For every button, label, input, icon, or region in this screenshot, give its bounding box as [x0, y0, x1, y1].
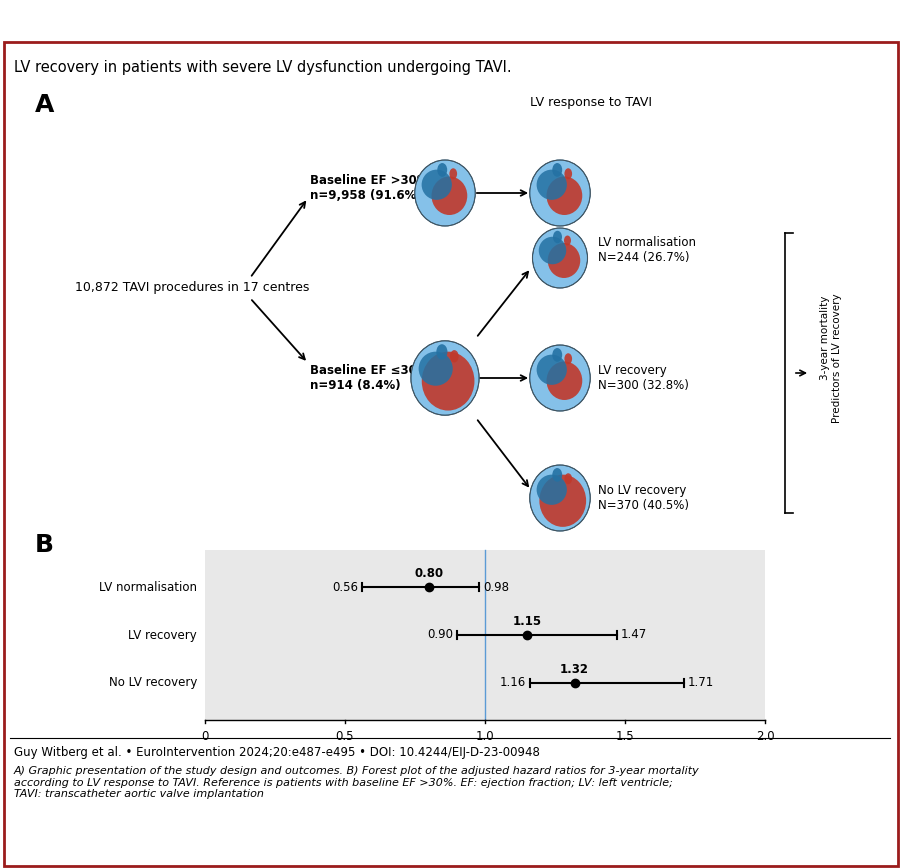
Ellipse shape: [449, 168, 457, 180]
Ellipse shape: [546, 176, 582, 215]
Text: LV recovery in patients with severe LV dysfunction undergoing TAVI.: LV recovery in patients with severe LV d…: [14, 60, 511, 75]
Ellipse shape: [436, 345, 447, 359]
Text: 0.80: 0.80: [414, 568, 443, 581]
Text: Predictors of LV recovery: Predictors of LV recovery: [831, 293, 841, 423]
Ellipse shape: [563, 473, 572, 484]
Ellipse shape: [552, 468, 562, 482]
Ellipse shape: [563, 235, 571, 246]
Text: 1.47: 1.47: [620, 628, 647, 641]
Text: 1.5: 1.5: [615, 730, 634, 743]
Ellipse shape: [437, 163, 447, 177]
Ellipse shape: [421, 169, 452, 200]
Bar: [205, 550, 764, 720]
Ellipse shape: [418, 352, 452, 385]
Text: Guy Witberg et al. • EuroIntervention 2024;20:e487-e495 • DOI: 10.4244/EIJ-D-23-: Guy Witberg et al. • EuroIntervention 20…: [14, 746, 539, 759]
Ellipse shape: [563, 168, 572, 180]
Ellipse shape: [450, 350, 458, 363]
Ellipse shape: [547, 243, 580, 278]
Ellipse shape: [536, 169, 566, 200]
Ellipse shape: [552, 348, 562, 362]
Text: 2.0: 2.0: [755, 730, 774, 743]
Text: LV normalisation
N=244 (26.7%): LV normalisation N=244 (26.7%): [598, 236, 695, 264]
Text: B: B: [35, 533, 54, 557]
Ellipse shape: [538, 237, 565, 264]
Ellipse shape: [529, 465, 590, 531]
Ellipse shape: [529, 345, 590, 411]
Ellipse shape: [414, 160, 475, 226]
Text: A) Graphic presentation of the study design and outcomes. B) Forest plot of the : A) Graphic presentation of the study des…: [14, 766, 699, 799]
Text: 1.32: 1.32: [560, 662, 589, 675]
Text: 3-year mortality: 3-year mortality: [819, 296, 829, 380]
Text: A: A: [35, 93, 54, 117]
Text: 10,872 TAVI procedures in 17 centres: 10,872 TAVI procedures in 17 centres: [75, 281, 309, 294]
Ellipse shape: [553, 231, 562, 243]
Text: LV recovery: LV recovery: [128, 628, 197, 641]
Ellipse shape: [552, 163, 562, 177]
Text: No LV recovery
N=370 (40.5%): No LV recovery N=370 (40.5%): [598, 484, 688, 512]
Text: 1.15: 1.15: [512, 615, 541, 628]
Text: 1.0: 1.0: [475, 730, 494, 743]
Text: 0.90: 0.90: [426, 628, 452, 641]
Ellipse shape: [422, 352, 474, 411]
Text: 0: 0: [201, 730, 209, 743]
Ellipse shape: [529, 160, 590, 226]
Text: 1.71: 1.71: [687, 676, 713, 689]
Text: 0.98: 0.98: [483, 581, 508, 594]
Text: 1.16: 1.16: [499, 676, 526, 689]
Ellipse shape: [536, 355, 566, 385]
Text: Baseline EF ≤30%
n=914 (8.4%): Baseline EF ≤30% n=914 (8.4%): [310, 364, 428, 392]
Text: LV response to TAVI: LV response to TAVI: [529, 96, 651, 109]
Text: Baseline EF >30%
n=9,958 (91.6%): Baseline EF >30% n=9,958 (91.6%): [310, 174, 428, 202]
Ellipse shape: [411, 341, 479, 415]
Ellipse shape: [563, 353, 572, 365]
Text: 0.5: 0.5: [335, 730, 354, 743]
Text: 0.56: 0.56: [331, 581, 358, 594]
Ellipse shape: [536, 475, 566, 505]
Ellipse shape: [532, 228, 587, 288]
Text: EuroIntervention: EuroIntervention: [11, 12, 144, 27]
Text: Central Illustration: Central Illustration: [744, 12, 892, 27]
Text: LV recovery
N=300 (32.8%): LV recovery N=300 (32.8%): [598, 364, 688, 392]
Text: LV normalisation: LV normalisation: [99, 581, 197, 594]
Ellipse shape: [546, 361, 582, 400]
Ellipse shape: [539, 475, 585, 527]
Ellipse shape: [431, 176, 467, 215]
Text: No LV recovery: No LV recovery: [108, 676, 197, 689]
